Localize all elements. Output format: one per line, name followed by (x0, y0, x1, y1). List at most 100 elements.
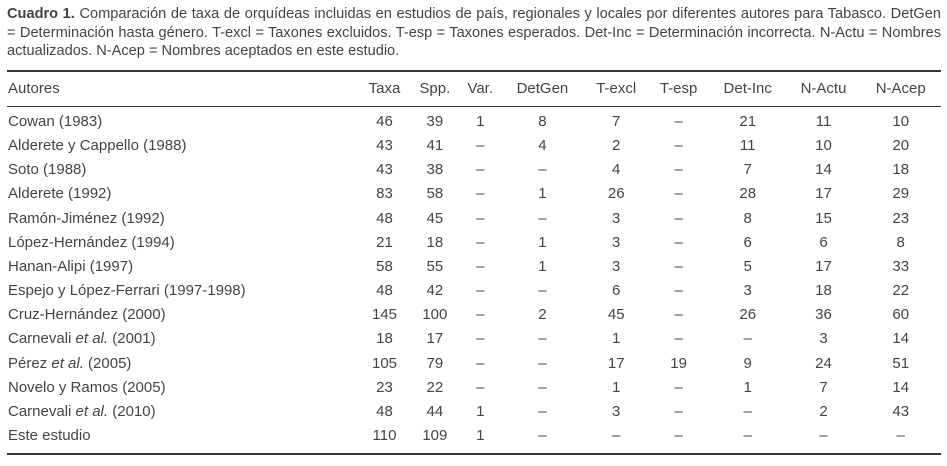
column-header: Var. (467, 79, 494, 97)
value-cell: 5 (743, 257, 752, 275)
table-header: Autores Taxa Spp. Var. DetGen T-excl T-esp Det-… (7, 71, 941, 107)
value-cell: 48 (376, 209, 393, 227)
value-cell: 3 (612, 403, 621, 421)
value-cell: – (476, 378, 485, 396)
caption-text: Comparación de taxa de orquídeas incluid… (7, 6, 941, 60)
value-cell: – (674, 161, 683, 179)
value-cell: 3 (612, 257, 621, 275)
table-row: Novelo y Ramos (2005) 23 22 – – 1 – 1 7 14 (7, 376, 941, 400)
value-cell: 55 (426, 257, 444, 275)
value-cell: 83 (376, 185, 393, 203)
value-cell: 26 (739, 306, 757, 324)
value-cell: 105 (371, 354, 398, 372)
column-header: Taxa (368, 79, 401, 97)
value-cell: – (476, 185, 485, 203)
table-row: Este estudio 110 109 1 – – – – – – (7, 424, 941, 454)
value-cell: 42 (426, 282, 444, 300)
author-cell: López-Hernández (1994) (8, 233, 175, 251)
value-cell: 7 (819, 378, 828, 396)
column-header: T-esp (659, 79, 698, 97)
value-cell: 6 (819, 233, 828, 251)
value-cell: 43 (892, 403, 910, 421)
value-cell: – (674, 257, 683, 275)
value-cell: 39 (426, 112, 444, 130)
value-cell: – (476, 209, 485, 227)
value-cell: 1 (538, 257, 547, 275)
value-cell: 3 (612, 233, 621, 251)
value-cell: 46 (376, 112, 393, 130)
value-cell: 9 (743, 354, 752, 372)
value-cell: – (674, 282, 683, 300)
value-cell: 1 (743, 378, 752, 396)
value-cell: 3 (743, 282, 752, 300)
value-cell: 1 (476, 403, 485, 421)
value-cell: 8 (743, 209, 752, 227)
value-cell: 2 (819, 403, 828, 421)
value-cell: – (538, 209, 547, 227)
value-cell: – (674, 233, 683, 251)
author-cell: Pérez et al. (2005) (8, 354, 132, 372)
author-cell: Soto (1988) (8, 161, 87, 179)
value-cell: 17 (607, 354, 625, 372)
value-cell: 18 (376, 330, 393, 348)
value-cell: 110 (372, 427, 397, 445)
value-cell: 45 (607, 306, 625, 324)
value-cell: 22 (892, 282, 910, 300)
table-row: Carnevali et al. (2001) 18 17 – – 1 – – 3 14 (7, 327, 941, 351)
value-cell: – (476, 233, 485, 251)
author-cell: Carnevali et al. (2010) (8, 403, 156, 421)
value-cell: 4 (612, 161, 621, 179)
value-cell: 17 (426, 330, 444, 348)
value-cell: 21 (376, 233, 393, 251)
value-cell: – (538, 354, 547, 372)
value-cell: 60 (892, 306, 910, 324)
value-cell: 18 (892, 161, 910, 179)
value-cell: – (674, 209, 683, 227)
value-cell: – (538, 403, 547, 421)
value-cell: – (674, 378, 683, 396)
value-cell: 20 (892, 136, 910, 154)
table-figure: Cuadro 1. Comparación de taxa de orquíde… (7, 6, 941, 456)
value-cell: – (538, 282, 547, 300)
value-cell: – (476, 306, 485, 324)
table-row: Alderete (1992) 83 58 – 1 26 – 28 17 29 (7, 182, 941, 206)
value-cell: 51 (892, 354, 910, 372)
value-cell: 6 (743, 233, 752, 251)
table-row: Carnevali et al. (2010) 48 44 1 – 3 – – 2 43 (7, 400, 941, 424)
value-cell: – (538, 330, 547, 348)
value-cell: 28 (739, 185, 757, 203)
value-cell: – (674, 330, 683, 348)
value-cell: 8 (896, 233, 905, 251)
value-cell: – (674, 185, 683, 203)
value-cell: 24 (815, 354, 832, 372)
value-cell: 14 (815, 161, 832, 179)
value-cell: – (612, 427, 621, 445)
value-cell: – (743, 427, 752, 445)
author-cell: Hanan-Alipi (1997) (8, 257, 134, 275)
value-cell: 44 (426, 403, 444, 421)
value-cell: 17 (815, 185, 832, 203)
table-row: Cruz-Hernández (2000) 145 100 – 2 45 – 26 36 60 (7, 303, 941, 327)
column-header: N-Acep (875, 79, 926, 97)
table-row: Alderete y Cappello (1988) 43 41 – 4 2 – 11 10 20 (7, 134, 941, 158)
column-header: T-excl (596, 79, 637, 97)
value-cell: 1 (612, 378, 621, 396)
value-cell: – (476, 257, 485, 275)
column-header: N-Actu (800, 79, 847, 97)
value-cell: 79 (426, 354, 444, 372)
value-cell: 43 (376, 136, 393, 154)
value-cell: 33 (892, 257, 910, 275)
value-cell: 19 (670, 354, 687, 372)
table-row: Espejo y López-Ferrari (1997-1998) 48 42 – –… (7, 279, 941, 303)
column-header: Det-Inc (723, 79, 772, 97)
value-cell: 41 (426, 136, 444, 154)
value-cell: – (476, 330, 485, 348)
value-cell: 26 (607, 185, 625, 203)
author-cell: Ramón-Jiménez (1992) (8, 209, 165, 227)
author-cell: Alderete (1992) (8, 185, 112, 203)
value-cell: 15 (815, 209, 832, 227)
value-cell: 38 (426, 161, 444, 179)
value-cell: 18 (426, 233, 444, 251)
value-cell: 14 (892, 378, 910, 396)
value-cell: – (674, 112, 683, 130)
